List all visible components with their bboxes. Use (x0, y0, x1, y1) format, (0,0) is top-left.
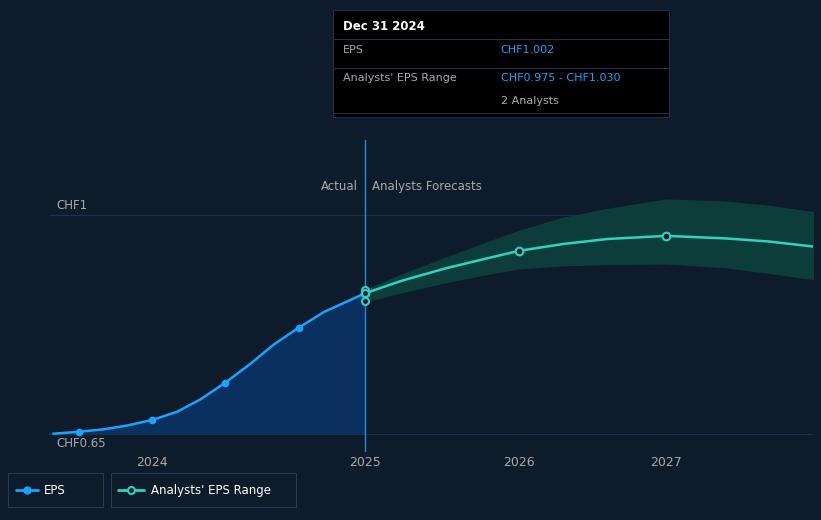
Text: EPS: EPS (44, 484, 66, 497)
Text: Analysts' EPS Range: Analysts' EPS Range (342, 73, 456, 83)
Text: CHF0.975 - CHF1.030: CHF0.975 - CHF1.030 (501, 73, 621, 83)
Text: 2024: 2024 (136, 456, 167, 469)
Text: Dec 31 2024: Dec 31 2024 (342, 20, 424, 33)
Text: CHF1: CHF1 (57, 199, 88, 212)
Polygon shape (49, 293, 365, 434)
Text: Analysts Forecasts: Analysts Forecasts (372, 180, 482, 193)
Text: EPS: EPS (342, 45, 364, 55)
Text: CHF0.65: CHF0.65 (57, 437, 106, 450)
Text: CHF1.002: CHF1.002 (501, 45, 555, 55)
Text: 2027: 2027 (650, 456, 681, 469)
Text: Analysts' EPS Range: Analysts' EPS Range (151, 484, 272, 497)
Text: Actual: Actual (321, 180, 358, 193)
Text: 2 Analysts: 2 Analysts (501, 96, 558, 106)
Text: 2025: 2025 (349, 456, 381, 469)
Text: 2026: 2026 (503, 456, 535, 469)
